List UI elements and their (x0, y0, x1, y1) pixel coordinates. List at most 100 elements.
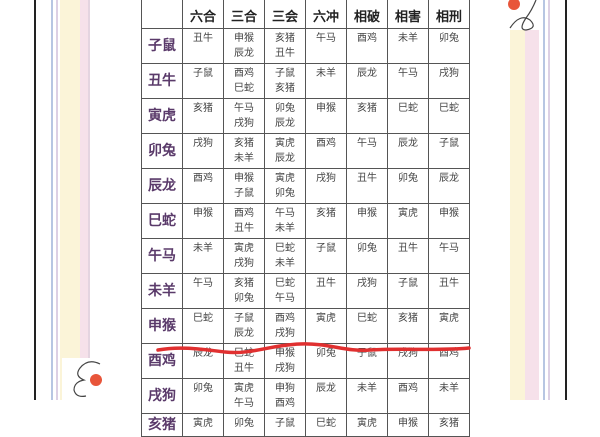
table-cell: 申猴 (182, 203, 224, 239)
table-row: 巳蛇 申猴 酉鸡 丑牛 午马 未羊 亥猪 申猴 寅虎 申猴 (141, 203, 470, 239)
cell-value: 未羊 (275, 258, 295, 269)
cell-value: 亥猪 (316, 208, 336, 219)
cell-value: 酉鸡 (234, 68, 254, 79)
table-cell: 巳蛇 午马 (264, 273, 306, 309)
table-row: 寅虎 亥猪 午马 戌狗 卯兔 辰龙 申猴 亥猪 巳蛇 巳蛇 (141, 98, 470, 134)
cell-value: 酉鸡 (275, 313, 295, 324)
cell-value: 亥猪 (439, 418, 459, 429)
cell-value: 辰龙 (275, 153, 295, 164)
cell-value: 申猴 (357, 208, 377, 219)
cell-value: 亥猪 (234, 138, 254, 149)
table-row: 辰龙 酉鸡 申猴 子鼠 寅虎 卯兔 戌狗 丑牛 卯兔 辰龙 (141, 168, 470, 204)
table-row: 亥猪 寅虎 卯兔 子鼠 巳蛇 寅虎 申猴 亥猪 (141, 413, 470, 437)
cell-value: 戌狗 (193, 138, 213, 149)
row-header-animal: 寅虎 (141, 98, 183, 134)
cell-value: 未羊 (398, 33, 418, 44)
cell-value: 卯兔 (193, 383, 213, 394)
table-row: 未羊 午马 亥猪 卯兔 巳蛇 午马 丑牛 戌狗 子鼠 丑牛 (141, 273, 470, 309)
cell-value: 寅虎 (439, 313, 459, 324)
cell-value: 午马 (357, 138, 377, 149)
cell-value: 寅虎 (275, 173, 295, 184)
table-cell: 丑牛 (387, 238, 429, 274)
table-row: 午马 未羊 寅虎 戌狗 巳蛇 未羊 子鼠 卯兔 丑牛 午马 (141, 238, 470, 274)
table-cell: 子鼠 辰龙 (223, 308, 265, 344)
cell-value: 子鼠 (357, 348, 377, 359)
cell-value: 寅虎 (193, 418, 213, 429)
header-row: 六合 三合 三会 六冲 相破 相害 相刑 (141, 0, 470, 29)
cell-value: 子鼠 (398, 278, 418, 289)
cell-value: 未羊 (193, 243, 213, 254)
cell-value: 未羊 (439, 383, 459, 394)
swirl-ornament-bottom-left (62, 358, 107, 400)
row-header-animal: 亥猪 (141, 413, 183, 437)
cell-value: 巳蛇 (316, 418, 336, 429)
table-cell: 申猴 (387, 413, 429, 437)
cell-value: 午马 (439, 243, 459, 254)
cell-value: 戌狗 (357, 278, 377, 289)
cell-value: 丑牛 (234, 223, 254, 234)
cell-value: 亥猪 (234, 278, 254, 289)
cell-value: 酉鸡 (234, 208, 254, 219)
table-cell: 寅虎 (305, 308, 347, 344)
cell-value: 申猴 (275, 348, 295, 359)
cell-value: 巳蛇 (193, 313, 213, 324)
cell-value: 巳蛇 (398, 103, 418, 114)
cell-value: 申猴 (398, 418, 418, 429)
cell-value: 辰龙 (316, 383, 336, 394)
table-cell: 巳蛇 (182, 308, 224, 344)
cell-value: 寅虎 (234, 243, 254, 254)
table-cell: 巳蛇 (428, 98, 470, 134)
table-cell: 丑牛 (346, 168, 388, 204)
cell-value: 子鼠 (275, 68, 295, 79)
cell-value: 亥猪 (275, 83, 295, 94)
cell-value: 辰龙 (275, 118, 295, 129)
cell-value: 酉鸡 (316, 138, 336, 149)
cell-value: 戌狗 (275, 363, 295, 374)
cell-value: 午马 (275, 293, 295, 304)
cell-value: 亥猪 (275, 33, 295, 44)
header-cell (141, 0, 183, 29)
table-cell: 卯兔 (223, 413, 265, 437)
cell-value: 未羊 (357, 383, 377, 394)
cell-value: 卯兔 (275, 188, 295, 199)
cell-value: 戌狗 (234, 258, 254, 269)
table-cell: 丑牛 (182, 28, 224, 64)
cell-value: 寅虎 (357, 418, 377, 429)
cell-value: 寅虎 (234, 383, 254, 394)
cell-value: 戌狗 (275, 328, 295, 339)
cell-value: 子鼠 (193, 68, 213, 79)
cell-value: 午马 (234, 103, 254, 114)
table-cell: 卯兔 (387, 168, 429, 204)
cell-value: 亥猪 (193, 103, 213, 114)
row-header-animal: 辰龙 (141, 168, 183, 204)
cell-value: 辰龙 (398, 138, 418, 149)
row-header-animal: 申猴 (141, 308, 183, 344)
cell-value: 亥猪 (357, 103, 377, 114)
cell-value: 申猴 (234, 33, 254, 44)
cell-value: 午马 (193, 278, 213, 289)
table-cell: 酉鸡 丑牛 (223, 203, 265, 239)
cell-value: 寅虎 (316, 313, 336, 324)
table-cell: 丑牛 (428, 273, 470, 309)
cell-value: 巳蛇 (439, 103, 459, 114)
cell-value: 辰龙 (193, 348, 213, 359)
cell-value: 丑牛 (316, 278, 336, 289)
cell-value: 午马 (316, 33, 336, 44)
cell-value: 酉鸡 (193, 173, 213, 184)
cell-value: 酉鸡 (357, 33, 377, 44)
cell-value: 卯兔 (316, 348, 336, 359)
row-header-animal: 丑牛 (141, 63, 183, 99)
cell-value: 巳蛇 (234, 83, 254, 94)
decorative-border (34, 0, 567, 400)
table-cell: 亥猪 (346, 98, 388, 134)
cell-value: 申狗 (275, 383, 295, 394)
table-cell: 午马 戌狗 (223, 98, 265, 134)
table-cell: 巳蛇 (387, 98, 429, 134)
table-row: 子鼠 丑牛 申猴 辰龙 亥猪 丑牛 午马 酉鸡 未羊 卯兔 (141, 28, 470, 64)
table-cell: 未羊 (305, 63, 347, 99)
table-cell: 巳蛇 (346, 308, 388, 344)
cell-value: 戌狗 (316, 173, 336, 184)
cell-value: 丑牛 (193, 33, 213, 44)
cell-value: 未羊 (234, 153, 254, 164)
table-cell: 申猴 子鼠 (223, 168, 265, 204)
